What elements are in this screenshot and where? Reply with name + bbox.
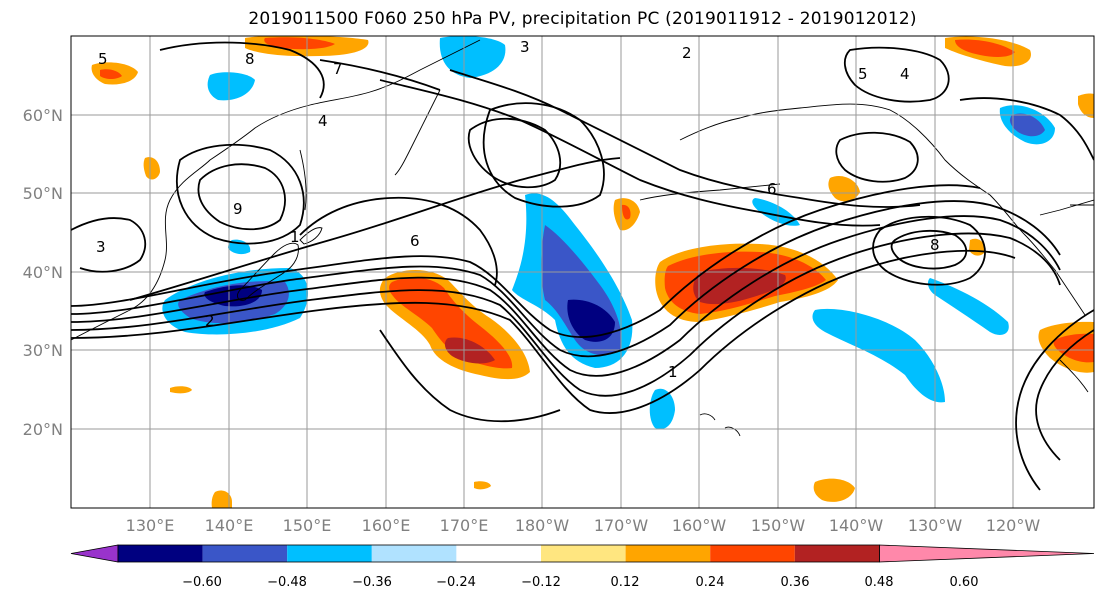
contour-label: 6: [410, 232, 420, 250]
contour-label: 3: [96, 238, 106, 256]
contour-label: 4: [318, 112, 328, 130]
contour-label: 4: [900, 65, 910, 83]
colorbar-segment: [794, 545, 880, 562]
lat-label: 30°N: [23, 341, 63, 360]
colorbar-segment: [541, 545, 626, 562]
lon-label: 170°W: [594, 516, 649, 535]
aleutian-chain: [639, 183, 781, 201]
colorbar-outline: [117, 544, 880, 563]
pv-contour: [71, 200, 1061, 358]
colorbar-segment: [710, 545, 795, 562]
pv-contour: [71, 184, 981, 338]
pv-contour: [176, 143, 305, 245]
sakhalin-kamchatka: [299, 89, 441, 211]
contour-label: 7: [333, 60, 343, 78]
pv-contours: [71, 41, 1094, 491]
colorbar: [70, 544, 1095, 563]
lon-label: 140°E: [205, 516, 254, 535]
pv-contour: [71, 249, 1016, 414]
contour-label: 2: [205, 312, 215, 330]
lon-label: 140°W: [829, 516, 884, 535]
map-title: 2019011500 F060 250 hPa PV, precipitatio…: [248, 9, 917, 29]
colorbar-tick-label: −0.36: [352, 575, 392, 590]
pv-contour: [844, 46, 950, 103]
colorbar-tick-label: 0.24: [696, 575, 725, 590]
colorbar-tick-label: −0.60: [182, 575, 222, 590]
pv-contour: [319, 59, 441, 91]
lon-label: 160°E: [362, 516, 411, 535]
pv-contour: [959, 97, 1094, 161]
map-border: [70, 35, 1095, 509]
colorbar-segment: [287, 545, 372, 562]
colorbar-tick-label: 0.60: [950, 575, 979, 590]
pv-contour: [197, 163, 286, 231]
japan-coast: [237, 242, 299, 301]
contour-label: 3: [520, 38, 530, 56]
gridlines: [71, 36, 1094, 508]
pv-contour: [299, 196, 498, 286]
contour-label: 5: [858, 65, 868, 83]
lon-labels: 130°E 140°E 150°E 160°E 170°E 180°W 170°…: [126, 516, 1041, 535]
colorbar-extend-min: [70, 544, 119, 563]
colorbar-segment: [625, 545, 711, 562]
alaska-coast: [679, 103, 1086, 316]
colorbar-segment: [118, 545, 203, 562]
colorbar-ticks: −0.60 −0.48 −0.36 −0.24 −0.12 0.12 0.24 …: [182, 575, 978, 590]
lat-label: 50°N: [23, 184, 63, 203]
pv-contour: [71, 215, 1061, 377]
colorbar-segment: [202, 545, 288, 562]
contour-label: 1: [290, 228, 300, 246]
pv-contour: [1015, 309, 1094, 491]
lon-label: 170°E: [440, 516, 489, 535]
pv-contour: [890, 230, 968, 270]
colorbar-tick-label: −0.24: [436, 575, 476, 590]
pv-contour: [449, 69, 921, 208]
contour-label: 8: [245, 50, 255, 68]
colorbar-tick-label: 0.48: [865, 575, 894, 590]
contour-label: 6: [767, 180, 777, 198]
pv-contour: [467, 117, 562, 189]
lat-label: 20°N: [23, 420, 63, 439]
pv-contour: [379, 79, 881, 227]
lon-label: 160°W: [672, 516, 727, 535]
pv-contour: [129, 157, 621, 301]
contour-label: 8: [930, 236, 940, 254]
pv-contour: [835, 131, 919, 183]
lon-label: 150°E: [283, 516, 332, 535]
lon-label: 120°W: [986, 516, 1041, 535]
colorbar-tick-label: −0.48: [267, 575, 307, 590]
contour-label: 2: [682, 44, 692, 62]
colorbar-tick-label: 0.36: [781, 575, 810, 590]
colorbar-tick-label: −0.12: [521, 575, 561, 590]
pv-contour: [379, 329, 561, 423]
pv-contour: [71, 217, 147, 273]
lat-label: 40°N: [23, 263, 63, 282]
lat-label: 60°N: [23, 106, 63, 125]
contour-label: 9: [233, 200, 243, 218]
contour-label: 5: [98, 50, 108, 68]
pv-contour: [1035, 329, 1094, 461]
pv-contour: [872, 215, 986, 286]
contour-label: 1: [668, 363, 678, 381]
colorbar-extend-max: [879, 544, 1095, 563]
lon-label: 130°W: [908, 516, 963, 535]
lon-label: 130°E: [126, 516, 175, 535]
pv-contour: [482, 102, 605, 208]
colorbar-tick-label: 0.12: [611, 575, 640, 590]
lat-labels: 20°N 30°N 40°N 50°N 60°N: [23, 106, 63, 439]
lon-label: 150°W: [751, 516, 806, 535]
contour-labels: 5 8 7 3 2 6 4 1 9 6 2 5 4 8 3 1: [96, 38, 940, 381]
colorbar-segment: [456, 545, 541, 562]
colorbar-segment: [371, 545, 457, 562]
hawaii: [699, 413, 741, 437]
lon-label: 180°W: [515, 516, 570, 535]
pv-contour: [159, 41, 325, 99]
na-coast: [1039, 199, 1094, 216]
